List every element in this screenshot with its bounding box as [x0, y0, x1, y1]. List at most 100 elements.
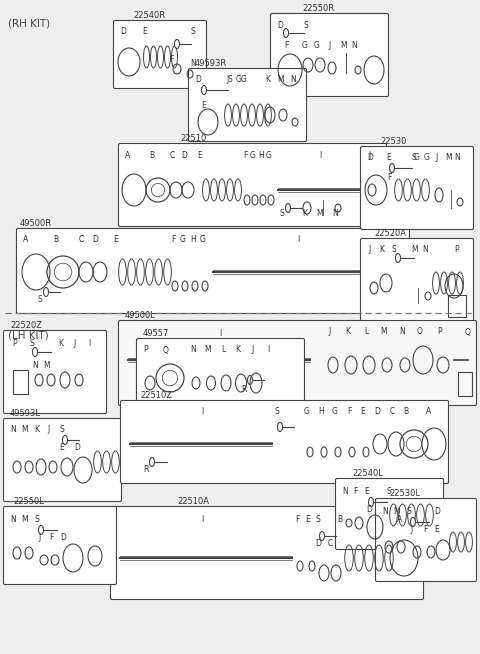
Text: S: S [275, 407, 279, 417]
Text: S: S [191, 27, 195, 37]
FancyBboxPatch shape [113, 20, 206, 88]
Text: K: K [35, 426, 39, 434]
Text: G: G [424, 154, 430, 162]
Text: L: L [364, 328, 368, 337]
Text: E: E [143, 27, 147, 37]
Ellipse shape [248, 375, 252, 385]
Text: M: M [446, 154, 452, 162]
Text: P: P [12, 339, 17, 349]
Text: F: F [284, 41, 288, 50]
Text: 22550L: 22550L [13, 497, 44, 506]
Ellipse shape [277, 422, 283, 432]
Text: G: G [250, 150, 256, 160]
Text: 49500L: 49500L [125, 311, 156, 320]
Text: J: J [39, 534, 41, 543]
Text: K: K [59, 339, 63, 349]
Text: 22550R: 22550R [302, 4, 334, 13]
Text: E: E [60, 443, 64, 453]
Text: E: E [434, 526, 439, 534]
Text: D: D [74, 443, 80, 453]
Text: I: I [88, 339, 90, 349]
Text: D: D [277, 20, 283, 29]
Text: A: A [125, 150, 131, 160]
Text: 49593L: 49593L [10, 409, 41, 418]
FancyBboxPatch shape [360, 146, 473, 230]
Text: M: M [341, 41, 348, 50]
Text: 22510: 22510 [180, 134, 206, 143]
Text: N: N [342, 487, 348, 496]
Text: G: G [180, 235, 186, 245]
Text: D: D [92, 235, 98, 245]
Text: S: S [407, 508, 411, 517]
Text: M: M [22, 515, 28, 525]
Text: 22510Z: 22510Z [140, 391, 172, 400]
Text: D: D [60, 534, 66, 543]
Text: J: J [74, 339, 76, 349]
Text: A: A [397, 515, 403, 525]
Text: Q: Q [465, 328, 471, 337]
Text: 22520Z: 22520Z [10, 321, 42, 330]
Text: S: S [392, 245, 396, 254]
Text: J: J [48, 426, 50, 434]
Text: L: L [221, 345, 225, 354]
Text: R: R [241, 385, 247, 394]
Text: O: O [417, 328, 423, 337]
Text: N: N [422, 245, 428, 254]
Text: D: D [120, 27, 126, 37]
FancyBboxPatch shape [120, 400, 448, 483]
FancyBboxPatch shape [110, 506, 423, 600]
Ellipse shape [33, 347, 37, 356]
Text: S: S [304, 20, 308, 29]
Text: S: S [37, 296, 42, 305]
Ellipse shape [320, 532, 324, 540]
Text: R: R [144, 466, 149, 475]
Text: S: S [60, 426, 64, 434]
Text: E: E [202, 101, 206, 109]
Text: B: B [53, 235, 59, 245]
Text: F: F [387, 173, 391, 182]
Text: G: G [266, 150, 272, 160]
Text: N: N [382, 508, 388, 517]
Ellipse shape [389, 164, 395, 173]
Ellipse shape [38, 526, 44, 534]
Text: D: D [315, 538, 321, 547]
Text: J: J [436, 154, 438, 162]
FancyBboxPatch shape [119, 320, 477, 405]
FancyBboxPatch shape [375, 498, 477, 581]
Text: 22510A: 22510A [177, 497, 209, 506]
Text: B: B [149, 150, 155, 160]
Text: I: I [297, 235, 299, 245]
Text: G: G [200, 235, 206, 245]
Text: N: N [32, 362, 38, 371]
Bar [13, 370, 28, 394]
Ellipse shape [149, 458, 155, 466]
Text: C: C [78, 235, 84, 245]
Text: I: I [219, 330, 221, 339]
Text: D: D [181, 150, 187, 160]
Text: S: S [386, 487, 391, 496]
Text: E: E [360, 407, 365, 417]
Text: K: K [380, 245, 384, 254]
Text: J: J [411, 526, 413, 534]
Text: 49557: 49557 [143, 329, 169, 338]
Text: 22530: 22530 [380, 137, 407, 146]
Text: 49593R: 49593R [195, 59, 227, 68]
Text: P: P [455, 245, 459, 254]
Text: G: G [302, 41, 308, 50]
Text: D: D [367, 154, 373, 162]
Text: B: B [337, 515, 343, 525]
FancyBboxPatch shape [3, 506, 117, 585]
Text: N: N [290, 75, 296, 84]
FancyBboxPatch shape [136, 339, 304, 409]
Text: F: F [243, 150, 247, 160]
Text: G: G [314, 41, 320, 50]
Text: M: M [412, 245, 418, 254]
Text: 22520A: 22520A [374, 229, 406, 238]
Text: D: D [374, 407, 380, 417]
Text: (LH KIT): (LH KIT) [8, 331, 49, 341]
Text: I: I [201, 407, 203, 417]
FancyBboxPatch shape [3, 330, 107, 413]
Text: 49500R: 49500R [20, 219, 52, 228]
Text: F: F [423, 526, 427, 534]
Ellipse shape [284, 29, 288, 37]
